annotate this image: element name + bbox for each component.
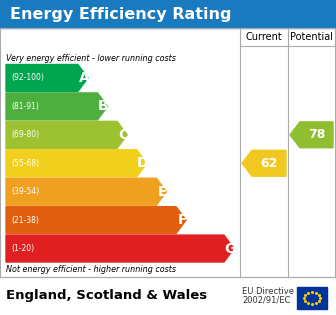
Text: 78: 78 <box>308 128 325 141</box>
Text: (21-38): (21-38) <box>11 215 39 225</box>
Text: Very energy efficient - lower running costs: Very energy efficient - lower running co… <box>6 54 176 63</box>
Text: D: D <box>137 156 149 170</box>
Text: Not energy efficient - higher running costs: Not energy efficient - higher running co… <box>6 265 176 274</box>
Text: EU Directive: EU Directive <box>242 287 294 295</box>
Text: Potential: Potential <box>290 32 333 42</box>
Text: Energy Efficiency Rating: Energy Efficiency Rating <box>10 7 232 21</box>
Text: Current: Current <box>246 32 282 42</box>
Text: England, Scotland & Wales: England, Scotland & Wales <box>6 289 207 302</box>
Polygon shape <box>6 65 88 91</box>
Text: (1-20): (1-20) <box>11 244 34 253</box>
Polygon shape <box>6 121 127 148</box>
Polygon shape <box>242 150 286 176</box>
Bar <box>0 0 336 28</box>
Polygon shape <box>6 235 234 262</box>
Text: (92-100): (92-100) <box>11 73 44 83</box>
Text: E: E <box>158 185 167 199</box>
Text: 62: 62 <box>260 157 278 170</box>
Bar <box>297 287 327 309</box>
Text: G: G <box>224 242 236 255</box>
Polygon shape <box>290 122 333 148</box>
Text: (55-68): (55-68) <box>11 159 39 168</box>
Text: (39-54): (39-54) <box>11 187 39 196</box>
Text: 2002/91/EC: 2002/91/EC <box>242 295 290 305</box>
Text: B: B <box>98 100 109 113</box>
Polygon shape <box>6 150 147 177</box>
Text: (69-80): (69-80) <box>11 130 39 139</box>
Text: F: F <box>177 213 187 227</box>
Polygon shape <box>6 207 186 233</box>
Polygon shape <box>6 178 166 205</box>
Text: A: A <box>79 71 89 85</box>
Bar <box>0 277 336 315</box>
Text: C: C <box>118 128 128 142</box>
Polygon shape <box>6 93 108 120</box>
Text: (81-91): (81-91) <box>11 102 39 111</box>
